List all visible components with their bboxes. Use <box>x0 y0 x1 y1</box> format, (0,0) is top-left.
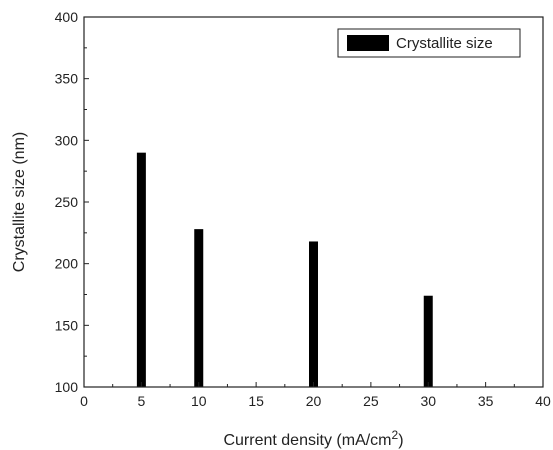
y-tick-label: 250 <box>55 194 79 210</box>
y-tick-label: 400 <box>55 9 79 25</box>
bars-layer <box>136 152 433 387</box>
tick-labels: 0 5 10 15 20 25 30 35 40 100 150 200 250 300 350 400 <box>55 9 551 409</box>
x-tick-label: 15 <box>248 393 264 409</box>
y-tick-label: 150 <box>55 317 79 333</box>
x-axis-title-close: ) <box>398 432 403 449</box>
x-axis-title-superscript: 2 <box>392 428 399 442</box>
x-tick-label: 30 <box>420 393 436 409</box>
x-axis-title: Current density (mA/cm2) <box>223 428 403 449</box>
bar <box>136 152 146 387</box>
x-axis-title-main: Current density (mA/cm <box>223 432 391 449</box>
x-tick-label: 35 <box>478 393 494 409</box>
bar <box>309 241 318 387</box>
legend-label: Crystallite size <box>396 35 493 52</box>
x-tick-label: 40 <box>535 393 551 409</box>
y-tick-label: 200 <box>55 256 79 272</box>
x-tick-label: 20 <box>306 393 322 409</box>
ticks-layer <box>83 16 544 388</box>
y-tick-label: 300 <box>55 132 79 148</box>
y-axis-title: Crystallite size (nm) <box>11 132 28 272</box>
x-tick-label: 25 <box>363 393 379 409</box>
bar <box>423 295 433 387</box>
y-tick-label: 100 <box>55 379 79 395</box>
legend-swatch <box>347 35 389 51</box>
y-tick-label: 350 <box>55 71 79 87</box>
x-tick-label: 5 <box>137 393 145 409</box>
bar <box>194 229 204 387</box>
x-tick-label: 0 <box>80 393 88 409</box>
legend: Crystallite size <box>337 28 521 58</box>
x-tick-label: 10 <box>191 393 207 409</box>
